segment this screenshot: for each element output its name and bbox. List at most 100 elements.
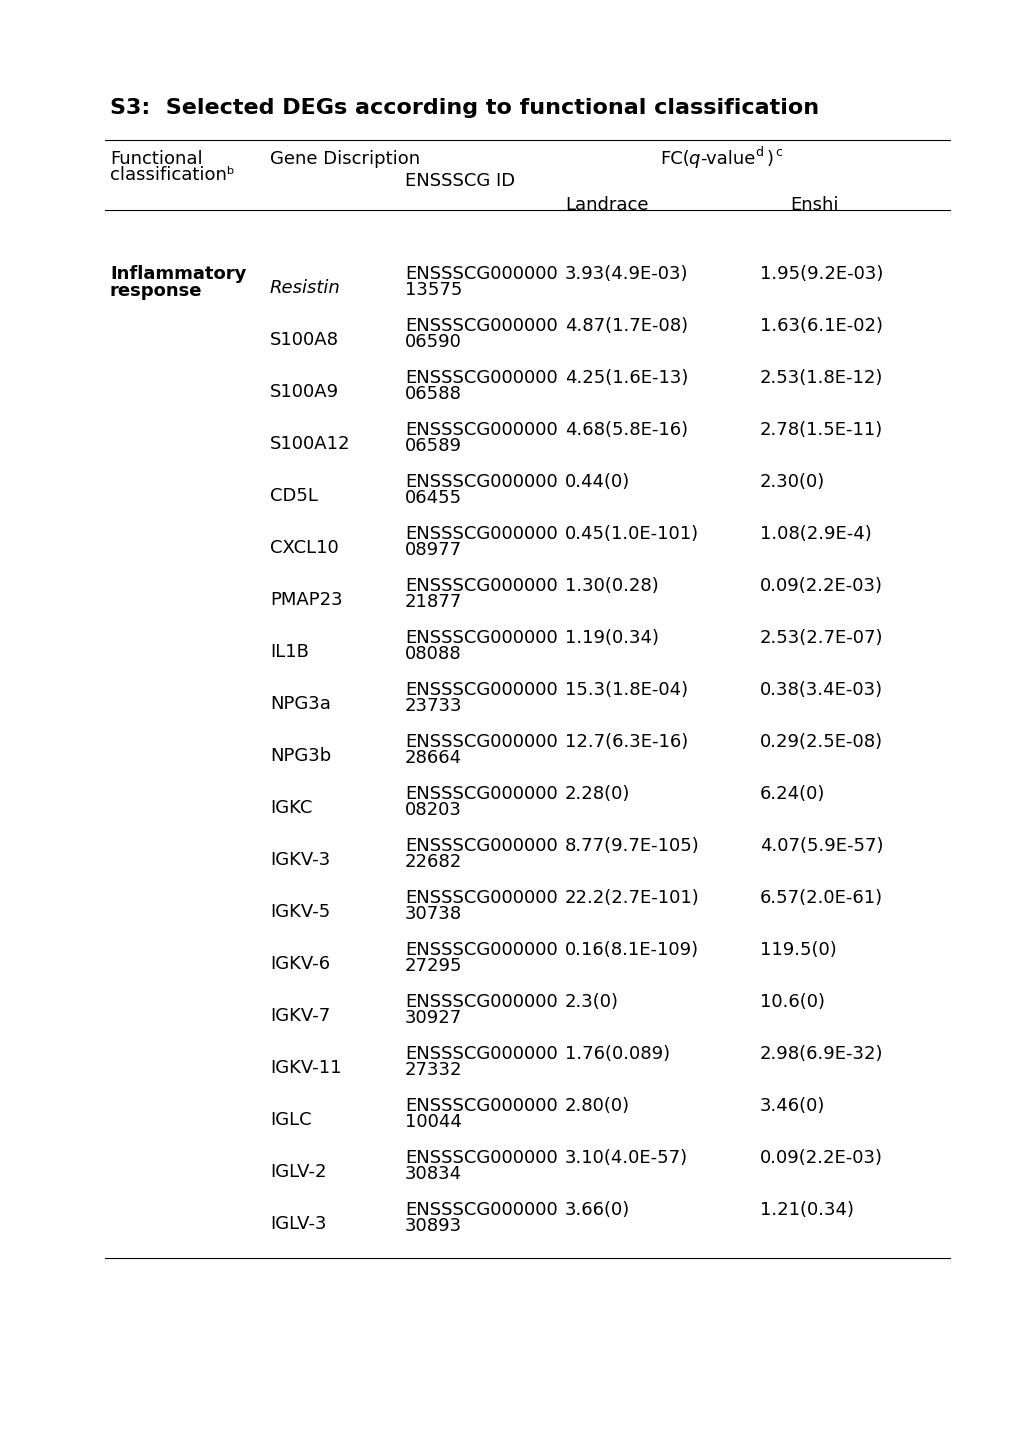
Text: 1.21(0.34): 1.21(0.34) <box>759 1201 853 1219</box>
Text: 21877: 21877 <box>405 593 462 610</box>
Text: 22682: 22682 <box>405 853 462 872</box>
Text: S100A8: S100A8 <box>270 330 338 349</box>
Text: response: response <box>110 281 203 300</box>
Text: CD5L: CD5L <box>270 486 318 505</box>
Text: IGKV-3: IGKV-3 <box>270 851 330 869</box>
Text: ENSSSCG000000: ENSSSCG000000 <box>405 421 557 439</box>
Text: ENSSSCG000000: ENSSSCG000000 <box>405 577 557 595</box>
Text: NPG3b: NPG3b <box>270 747 331 765</box>
Text: 2.28(0): 2.28(0) <box>565 785 630 802</box>
Text: Landrace: Landrace <box>565 196 648 214</box>
Text: Gene Discription: Gene Discription <box>270 150 420 167</box>
Text: 23733: 23733 <box>405 697 462 714</box>
Text: 2.53(2.7E-07): 2.53(2.7E-07) <box>759 629 882 646</box>
Text: ENSSSCG000000: ENSSSCG000000 <box>405 1201 557 1219</box>
Text: 13575: 13575 <box>405 281 462 299</box>
Text: 1.63(6.1E-02): 1.63(6.1E-02) <box>759 317 882 335</box>
Text: 30738: 30738 <box>405 905 462 924</box>
Text: ENSSSCG000000: ENSSSCG000000 <box>405 1045 557 1063</box>
Text: IGLV-2: IGLV-2 <box>270 1163 326 1180</box>
Text: 0.16(8.1E-109): 0.16(8.1E-109) <box>565 941 698 960</box>
Text: 2.98(6.9E-32): 2.98(6.9E-32) <box>759 1045 882 1063</box>
Text: 06589: 06589 <box>405 437 462 455</box>
Text: Functional: Functional <box>110 150 203 167</box>
Text: 6.24(0): 6.24(0) <box>759 785 824 802</box>
Text: IGKV-11: IGKV-11 <box>270 1059 341 1076</box>
Text: NPG3a: NPG3a <box>270 696 330 713</box>
Text: 27295: 27295 <box>405 957 462 975</box>
Text: ENSSSCG000000: ENSSSCG000000 <box>405 1097 557 1115</box>
Text: 22.2(2.7E-101): 22.2(2.7E-101) <box>565 889 699 908</box>
Text: ENSSSCG000000: ENSSSCG000000 <box>405 369 557 387</box>
Text: IGKV-6: IGKV-6 <box>270 955 330 973</box>
Text: 3.93(4.9E-03): 3.93(4.9E-03) <box>565 266 688 283</box>
Text: 06588: 06588 <box>405 385 462 403</box>
Text: IGKV-5: IGKV-5 <box>270 903 330 921</box>
Text: 08203: 08203 <box>405 801 462 820</box>
Text: ENSSSCG000000: ENSSSCG000000 <box>405 317 557 335</box>
Text: 1.76(0.089): 1.76(0.089) <box>565 1045 669 1063</box>
Text: ENSSSCG000000: ENSSSCG000000 <box>405 681 557 698</box>
Text: 12.7(6.3E-16): 12.7(6.3E-16) <box>565 733 688 750</box>
Text: ENSSSCG ID: ENSSSCG ID <box>405 172 515 190</box>
Text: ENSSSCG000000: ENSSSCG000000 <box>405 889 557 908</box>
Text: S100A12: S100A12 <box>270 434 351 453</box>
Text: 3.46(0): 3.46(0) <box>759 1097 824 1115</box>
Text: IGKV-7: IGKV-7 <box>270 1007 330 1025</box>
Text: 3.10(4.0E-57): 3.10(4.0E-57) <box>565 1149 688 1167</box>
Text: ENSSSCG000000: ENSSSCG000000 <box>405 525 557 543</box>
Text: 1.30(0.28): 1.30(0.28) <box>565 577 658 595</box>
Text: IL1B: IL1B <box>270 644 309 661</box>
Text: CXCL10: CXCL10 <box>270 540 338 557</box>
Text: 30927: 30927 <box>405 1009 462 1027</box>
Text: S100A9: S100A9 <box>270 382 338 401</box>
Text: ENSSSCG000000: ENSSSCG000000 <box>405 1149 557 1167</box>
Text: 15.3(1.8E-04): 15.3(1.8E-04) <box>565 681 688 698</box>
Text: 4.87(1.7E-08): 4.87(1.7E-08) <box>565 317 688 335</box>
Text: 0.09(2.2E-03): 0.09(2.2E-03) <box>759 577 882 595</box>
Text: ENSSSCG000000: ENSSSCG000000 <box>405 785 557 802</box>
Text: ENSSSCG000000: ENSSSCG000000 <box>405 941 557 960</box>
Text: ENSSSCG000000: ENSSSCG000000 <box>405 837 557 856</box>
Text: 0.29(2.5E-08): 0.29(2.5E-08) <box>759 733 882 750</box>
Text: ): ) <box>766 150 773 167</box>
Text: classificationᵇ: classificationᵇ <box>110 166 234 185</box>
Text: 10044: 10044 <box>405 1113 462 1131</box>
Text: ENSSSCG000000: ENSSSCG000000 <box>405 266 557 283</box>
Text: 0.45(1.0E-101): 0.45(1.0E-101) <box>565 525 698 543</box>
Text: 2.3(0): 2.3(0) <box>565 993 619 1012</box>
Text: 4.07(5.9E-57): 4.07(5.9E-57) <box>759 837 882 856</box>
Text: 1.19(0.34): 1.19(0.34) <box>565 629 658 646</box>
Text: 2.30(0): 2.30(0) <box>759 473 824 491</box>
Text: 28664: 28664 <box>405 749 462 768</box>
Text: 0.38(3.4E-03): 0.38(3.4E-03) <box>759 681 882 698</box>
Text: 30893: 30893 <box>405 1216 462 1235</box>
Text: Inflammatory: Inflammatory <box>110 266 247 283</box>
Text: 4.25(1.6E-13): 4.25(1.6E-13) <box>565 369 688 387</box>
Text: ENSSSCG000000: ENSSSCG000000 <box>405 629 557 646</box>
Text: IGLV-3: IGLV-3 <box>270 1215 326 1232</box>
Text: 8.77(9.7E-105): 8.77(9.7E-105) <box>565 837 699 856</box>
Text: 6.57(2.0E-61): 6.57(2.0E-61) <box>759 889 882 908</box>
Text: FC(: FC( <box>659 150 689 167</box>
Text: Resistin: Resistin <box>270 278 340 297</box>
Text: -value: -value <box>699 150 755 167</box>
Text: 1.95(9.2E-03): 1.95(9.2E-03) <box>759 266 882 283</box>
Text: 08088: 08088 <box>405 645 462 662</box>
Text: 10.6(0): 10.6(0) <box>759 993 824 1012</box>
Text: IGKC: IGKC <box>270 799 312 817</box>
Text: 06590: 06590 <box>405 333 462 351</box>
Text: 119.5(0): 119.5(0) <box>759 941 836 960</box>
Text: ENSSSCG000000: ENSSSCG000000 <box>405 733 557 750</box>
Text: ENSSSCG000000: ENSSSCG000000 <box>405 993 557 1012</box>
Text: PMAP23: PMAP23 <box>270 592 342 609</box>
Text: 1.08(2.9E-4): 1.08(2.9E-4) <box>759 525 871 543</box>
Text: 08977: 08977 <box>405 541 462 558</box>
Text: c: c <box>774 146 782 159</box>
Text: IGLC: IGLC <box>270 1111 312 1128</box>
Text: 3.66(0): 3.66(0) <box>565 1201 630 1219</box>
Text: 06455: 06455 <box>405 489 462 506</box>
Text: q: q <box>688 150 699 167</box>
Text: 4.68(5.8E-16): 4.68(5.8E-16) <box>565 421 688 439</box>
Text: ENSSSCG000000: ENSSSCG000000 <box>405 473 557 491</box>
